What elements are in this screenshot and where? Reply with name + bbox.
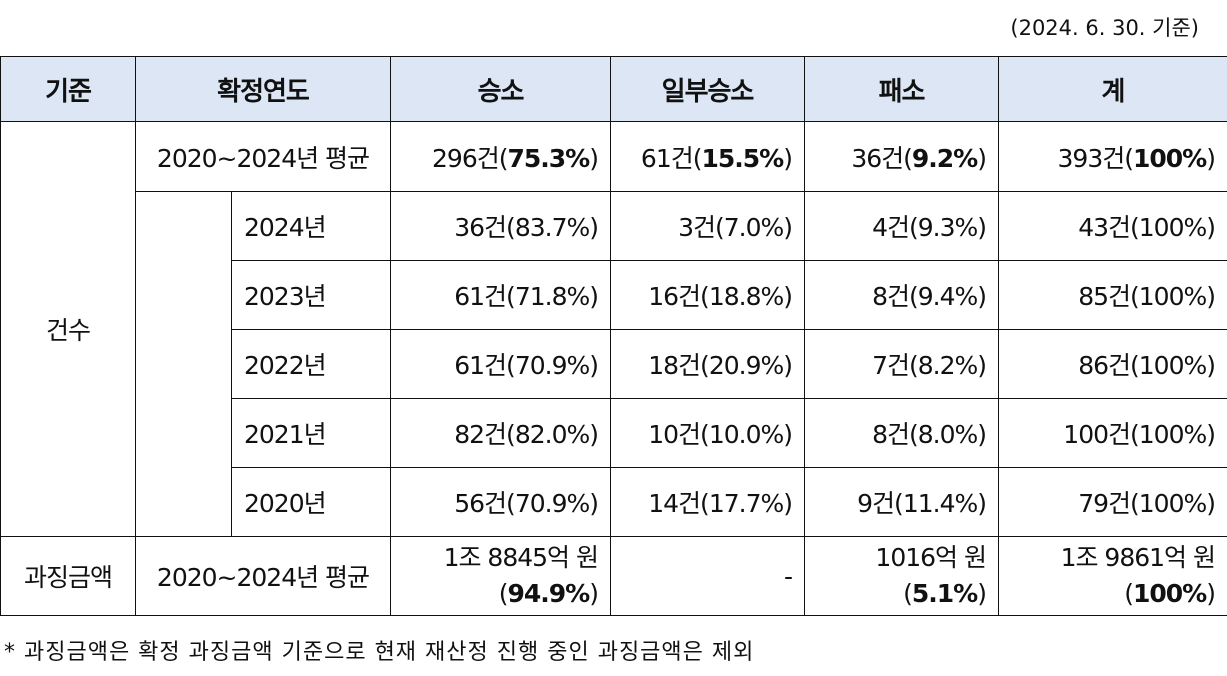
section-count-label: 건수: [0, 121, 136, 537]
cell-partial-win: 3건(7.0%): [610, 191, 805, 261]
header-win: 승소: [390, 56, 611, 122]
footnote: * 과징금액은 확정 과징금액 기준으로 현재 재산정 진행 중인 과징금액은 …: [4, 640, 755, 665]
section-amount-label: 과징금액: [0, 536, 136, 616]
header-loss: 패소: [804, 56, 999, 122]
table-row-year: 2020년 56건(70.9%) 14건(17.7%) 9건(11.4%) 79…: [1, 467, 1227, 537]
cell-win-amount: 1조 8845억 원 (94.9%): [390, 536, 611, 616]
cell-total: 79건(100%): [998, 467, 1227, 537]
cell-partial-win: 18건(20.9%): [610, 329, 805, 399]
year-label: 2021년: [231, 398, 391, 468]
cell-win: 56건(70.9%): [390, 467, 611, 537]
cell-partial-win: 16건(18.8%): [610, 260, 805, 330]
period-label: 2020~2024년 평균: [135, 121, 391, 192]
litigation-results-table: 기준 확정연도 승소 일부승소 패소 계 건수 2020~2024년 평균 29…: [0, 56, 1227, 616]
cell-total: 43건(100%): [998, 191, 1227, 261]
cell-total: 393건(100%): [998, 121, 1227, 192]
table-row-count-average: 건수 2020~2024년 평균 296건(75.3%) 61건(15.5%) …: [0, 121, 1227, 537]
cell-win: 296건(75.3%): [390, 121, 611, 192]
header-total: 계: [998, 56, 1227, 122]
empty-subgroup-cell: [135, 191, 232, 537]
cell-loss: 8건(9.4%): [804, 260, 999, 330]
cell-partial-win: 14건(17.7%): [610, 467, 805, 537]
cell-win: 36건(83.7%): [390, 191, 611, 261]
cell-loss: 4건(9.3%): [804, 191, 999, 261]
period-label: 2020~2024년 평균: [135, 536, 391, 616]
header-basis: 기준: [0, 56, 136, 122]
cell-loss-amount: 1016억 원 (5.1%): [804, 536, 999, 616]
table-row-year: 2021년 82건(82.0%) 10건(10.0%) 8건(8.0%) 100…: [1, 398, 1227, 468]
cell-total-amount: 1조 9861억 원 (100%): [998, 536, 1227, 616]
cell-partial-win-amount: -: [610, 536, 805, 616]
cell-partial-win: 61건(15.5%): [610, 121, 805, 192]
cell-total: 86건(100%): [998, 329, 1227, 399]
table-row-year: 2022년 61건(70.9%) 18건(20.9%) 7건(8.2%) 86건…: [1, 329, 1227, 399]
cell-loss: 9건(11.4%): [804, 467, 999, 537]
cell-win: 61건(71.8%): [390, 260, 611, 330]
year-label: 2024년: [231, 191, 391, 261]
cell-win: 82건(82.0%): [390, 398, 611, 468]
cell-total: 100건(100%): [998, 398, 1227, 468]
header-partial-win: 일부승소: [610, 56, 805, 122]
year-label: 2022년: [231, 329, 391, 399]
cell-total: 85건(100%): [998, 260, 1227, 330]
table-row-amount-average: 과징금액 2020~2024년 평균 1조 8845억 원 (94.9%) - 1…: [0, 536, 1227, 616]
header-year: 확정연도: [135, 56, 391, 122]
basis-date: (2024. 6. 30. 기준): [1010, 16, 1199, 40]
table-row-year: 2024년 36건(83.7%) 3건(7.0%) 4건(9.3%) 43건(1…: [1, 191, 1227, 537]
cell-win: 61건(70.9%): [390, 329, 611, 399]
cell-partial-win: 10건(10.0%): [610, 398, 805, 468]
header-row: 기준 확정연도 승소 일부승소 패소 계: [0, 56, 1227, 122]
cell-loss: 8건(8.0%): [804, 398, 999, 468]
cell-loss: 7건(8.2%): [804, 329, 999, 399]
cell-loss: 36건(9.2%): [804, 121, 999, 192]
year-label: 2023년: [231, 260, 391, 330]
year-label: 2020년: [231, 467, 391, 537]
